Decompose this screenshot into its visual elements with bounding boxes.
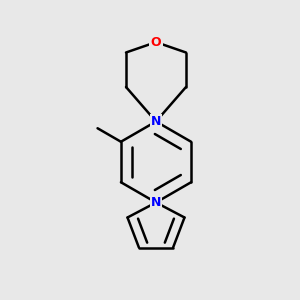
- Text: N: N: [151, 115, 161, 128]
- Text: O: O: [151, 36, 161, 49]
- Text: N: N: [151, 196, 161, 209]
